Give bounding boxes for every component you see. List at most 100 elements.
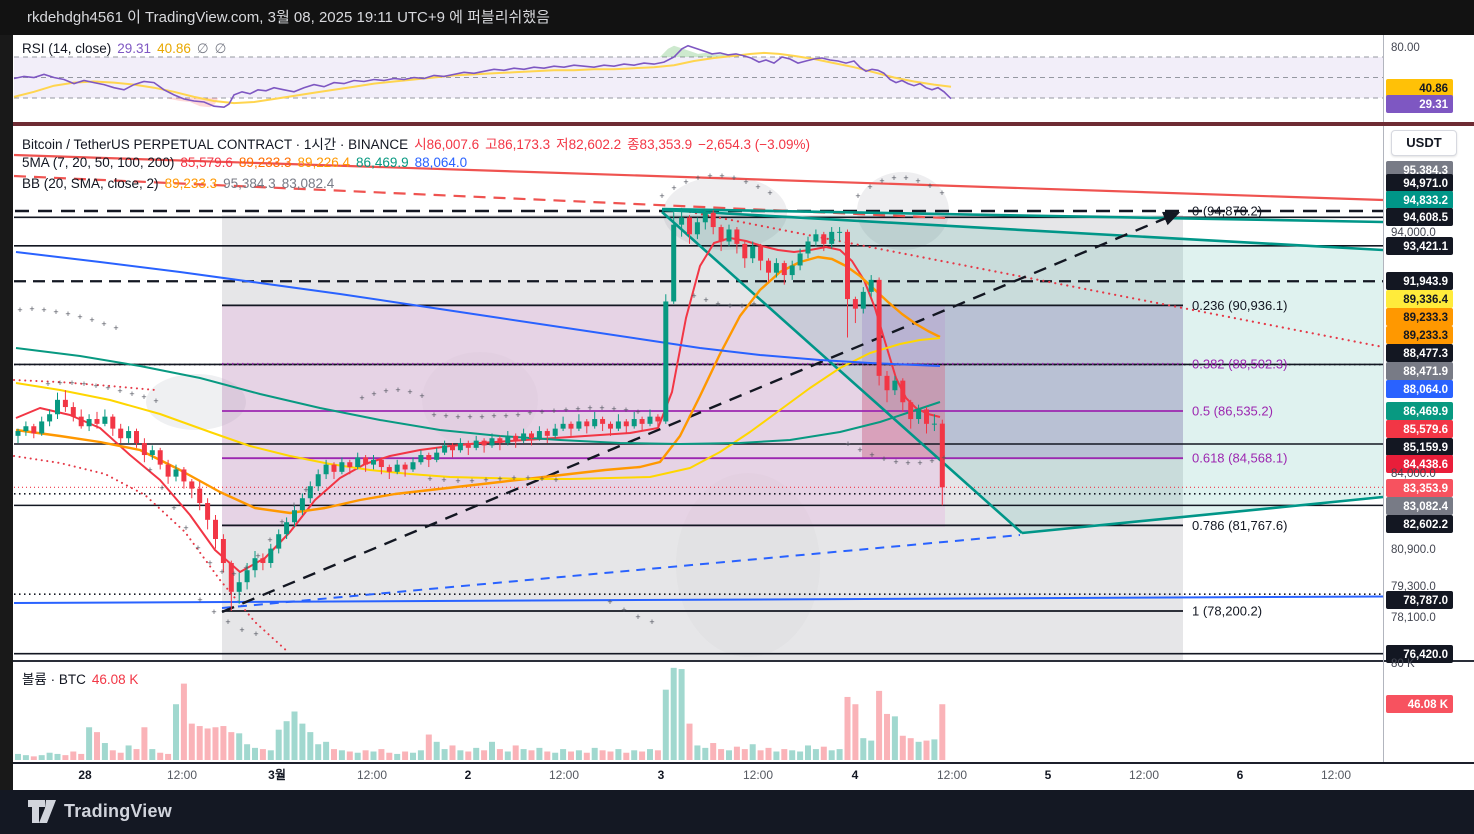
svg-text:+: + xyxy=(77,312,82,322)
svg-text:+: + xyxy=(727,301,732,311)
svg-text:+: + xyxy=(41,305,46,315)
svg-text:+: + xyxy=(511,473,516,483)
price-axis[interactable]: 80.0040.8629.3195,384.394,971.094,833.29… xyxy=(1386,42,1453,713)
svg-text:+: + xyxy=(623,405,628,415)
svg-text:+: + xyxy=(551,406,556,416)
svg-text:+: + xyxy=(703,295,708,305)
svg-text:+: + xyxy=(253,629,258,639)
svg-text:+: + xyxy=(291,500,296,510)
publish-text: rkdehdgh4561 이 TradingView.com, 3월 08, 2… xyxy=(27,9,550,26)
svg-text:+: + xyxy=(553,475,558,485)
svg-text:+: + xyxy=(929,456,934,466)
svg-text:+: + xyxy=(29,304,34,314)
svg-text:12:00: 12:00 xyxy=(357,768,387,782)
svg-text:88,471.9: 88,471.9 xyxy=(1403,366,1448,378)
svg-text:+: + xyxy=(407,387,412,397)
svg-text:+: + xyxy=(105,383,110,393)
legend-item: 95,384.3 xyxy=(223,176,276,191)
svg-text:89,233.3: 89,233.3 xyxy=(1403,330,1448,342)
svg-text:+: + xyxy=(767,188,772,198)
legend-item: 89,226.4 xyxy=(297,155,351,170)
legend-item: 86,469.9 xyxy=(356,155,409,170)
svg-text:+: + xyxy=(611,404,616,414)
legend-item: 시86,007.6 xyxy=(414,137,480,152)
svg-text:84,000.0: 84,000.0 xyxy=(1391,468,1436,480)
legend-item: 종83,353.9 xyxy=(627,137,693,152)
chart-canvas[interactable]: 0 (94,870.2) 0.236 (90,936.1) 0.382 (88,50… xyxy=(0,35,1474,795)
svg-text:+: + xyxy=(195,543,200,553)
fib-label: 0.618 (84,568.1) xyxy=(1192,451,1287,466)
legend-item: RSI (14, close) xyxy=(22,41,112,56)
candles xyxy=(15,207,945,612)
svg-text:+: + xyxy=(45,379,50,389)
svg-text:83,353.9: 83,353.9 xyxy=(1403,483,1448,495)
tradingview-logo-icon[interactable] xyxy=(27,799,57,825)
svg-text:80,900.0: 80,900.0 xyxy=(1391,544,1436,556)
svg-text:+: + xyxy=(93,381,98,391)
svg-text:+: + xyxy=(441,475,446,485)
svg-text:+: + xyxy=(431,410,436,420)
fib-label: 0.382 (88,502.3) xyxy=(1192,356,1287,371)
svg-text:+: + xyxy=(383,386,388,396)
pane-divider[interactable] xyxy=(0,122,1474,126)
legend-item: 저82,602.2 xyxy=(556,137,622,152)
svg-text:+: + xyxy=(855,191,860,201)
svg-text:+: + xyxy=(575,404,580,414)
svg-text:+: + xyxy=(719,171,724,181)
svg-text:94,971.0: 94,971.0 xyxy=(1403,178,1448,190)
svg-text:+: + xyxy=(497,474,502,484)
svg-text:85,159.9: 85,159.9 xyxy=(1403,442,1448,454)
svg-text:+: + xyxy=(527,408,532,418)
ma-legend: 5MA (7, 20, 50, 100, 200) 85,579.6 89,233.… xyxy=(22,155,473,170)
svg-text:6: 6 xyxy=(1237,768,1244,782)
svg-text:+: + xyxy=(469,476,474,486)
svg-text:+: + xyxy=(239,625,244,635)
tradingview-wordmark[interactable]: TradingView xyxy=(64,801,172,821)
svg-text:+: + xyxy=(207,558,212,568)
svg-text:94,000.0: 94,000.0 xyxy=(1391,227,1436,239)
svg-text:+: + xyxy=(515,410,520,420)
svg-text:+: + xyxy=(867,182,872,192)
ma200-line xyxy=(15,251,941,367)
svg-text:+: + xyxy=(17,305,22,315)
legend-item: BB (20, SMA, close, 2) xyxy=(22,176,159,191)
legend-item: −2,654.3 (−3.09%) xyxy=(698,137,810,152)
svg-text:+: + xyxy=(255,551,260,561)
svg-text:+: + xyxy=(715,299,720,309)
svg-text:+: + xyxy=(53,307,58,317)
svg-text:+: + xyxy=(587,403,592,413)
fib-label: 1 (78,200.2) xyxy=(1192,603,1262,618)
svg-text:+: + xyxy=(147,465,152,475)
svg-text:+: + xyxy=(917,458,922,468)
svg-text:+: + xyxy=(525,473,530,483)
svg-text:+: + xyxy=(483,475,488,485)
svg-text:91,943.9: 91,943.9 xyxy=(1403,276,1448,288)
svg-text:3: 3 xyxy=(658,768,665,782)
svg-text:+: + xyxy=(443,411,448,421)
legend-item: 89,233.3 xyxy=(164,176,218,191)
svg-text:+: + xyxy=(649,617,654,627)
svg-text:80.00: 80.00 xyxy=(1391,42,1420,54)
svg-text:+: + xyxy=(659,191,664,201)
legend-item: 29.31 xyxy=(117,41,152,56)
svg-text:+: + xyxy=(739,301,744,311)
svg-text:94,833.2: 94,833.2 xyxy=(1403,195,1448,207)
svg-text:+: + xyxy=(751,299,756,309)
svg-text:+: + xyxy=(869,450,874,460)
svg-text:46.08 K: 46.08 K xyxy=(1408,699,1449,711)
time-axis[interactable]: 28 12:00 3월 12:00 2 12:00 3 12:00 4 12:00 5 12:00 6 1… xyxy=(78,767,1351,782)
svg-text:+: + xyxy=(69,378,74,388)
svg-text:12:00: 12:00 xyxy=(937,768,967,782)
svg-text:86,469.9: 86,469.9 xyxy=(1403,406,1448,418)
volume-bars xyxy=(15,667,946,760)
svg-text:+: + xyxy=(635,612,640,622)
svg-text:12:00: 12:00 xyxy=(1321,768,1351,782)
svg-text:78,787.0: 78,787.0 xyxy=(1403,595,1448,607)
svg-text:+: + xyxy=(939,188,944,198)
legend-item: ∅ xyxy=(214,41,227,56)
currency-toggle-button[interactable]: USDT xyxy=(1391,130,1457,156)
svg-text:+: + xyxy=(893,457,898,467)
svg-text:89,336.4: 89,336.4 xyxy=(1403,294,1448,306)
publish-info-bar: rkdehdgh4561 이 TradingView.com, 3월 08, 2… xyxy=(0,0,1474,35)
svg-text:+: + xyxy=(903,173,908,183)
